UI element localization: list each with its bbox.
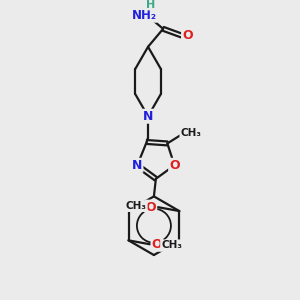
Text: CH₃: CH₃ [180, 128, 201, 138]
Text: CH₃: CH₃ [161, 240, 182, 250]
Text: O: O [169, 159, 180, 172]
Text: O: O [152, 238, 162, 251]
Text: N: N [132, 159, 142, 172]
Text: O: O [182, 29, 193, 42]
Text: H: H [146, 0, 156, 10]
Text: N: N [143, 110, 153, 123]
Text: CH₃: CH₃ [126, 201, 147, 211]
Text: O: O [146, 201, 156, 214]
Text: NH₂: NH₂ [132, 9, 157, 22]
